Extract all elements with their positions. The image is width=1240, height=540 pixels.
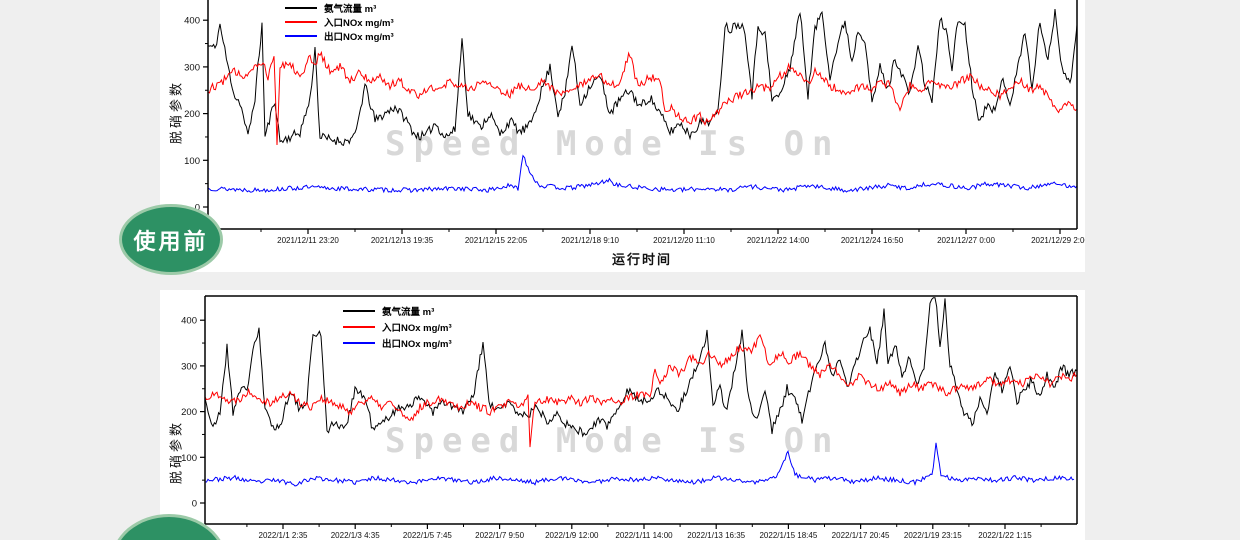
outlet-nox-line [207,154,1078,194]
x-tick-label: 2021/12/13 19:35 [371,236,434,245]
legend-label: 出口NOx mg/m³ [324,32,394,43]
x-tick-label: 2021/12/18 9:10 [561,236,619,245]
legend-label: 氨气流量 m³ [324,4,377,15]
x-tick-label: 2022/1/3 4:35 [331,531,380,540]
x-tick-label: 2022/1/22 1:15 [978,531,1032,540]
legend-item: 氨气流量 m³ [343,303,452,319]
line-chart-before-use: 01002003004002021/12/11 23:202021/12/13 … [184,0,1085,245]
chart-panel-before-use: Speed Mode Is On 脱硝参数 运行时间 0100200300400… [160,0,1085,272]
inlet-nox-line [204,333,1078,448]
y-tick-label: 300 [184,62,200,73]
y-tick-label: 400 [184,16,200,27]
legend-line-swatch [343,326,375,328]
legend-label: 入口NOx mg/m³ [382,323,452,334]
x-tick-label: 2022/1/1 2:35 [259,531,308,540]
x-tick-label: 2022/1/9 12:00 [545,531,599,540]
outlet-nox-line [205,442,1075,487]
y-tick-label: 200 [181,407,197,418]
legend-item: 氨气流量 m³ [285,1,394,15]
ammonia-flow-line [207,8,1078,146]
legend-line-swatch [285,35,317,37]
y-ticks: 0 100 200 300 400 [181,316,205,510]
x-tick-label: 2021/12/27 0:00 [937,236,995,245]
legend-item: 入口NOx mg/m³ [285,15,394,29]
legend-label: 氨气流量 m³ [382,307,435,318]
x-tick-label: 2021/12/20 11:10 [653,236,715,245]
x-tick-label: 2022/1/13 16:35 [687,531,745,540]
y-axis-label: 脱硝参数 [168,79,184,145]
x-tick-label: 2022/1/11 14:00 [615,531,673,540]
y-tick-label: 300 [181,361,197,372]
x-tick-label: 2021/12/22 14:00 [747,236,810,245]
x-tick-label: 2021/12/24 16:50 [841,236,904,245]
legend: 氨气流量 m³ 入口NOx mg/m³ 出口NOx mg/m³ [343,303,452,351]
x-tick-label: 2022/1/19 23:15 [904,531,962,540]
y-tick-label: 400 [181,316,197,327]
x-tick-label: 2022/1/15 18:45 [759,531,817,540]
legend-item: 出口NOx mg/m³ [285,29,394,43]
x-ticks: 2021/12/11 23:20 2021/12/13 19:35 2021/12/… [260,229,1085,245]
speed-mode-watermark: Speed Mode Is On [385,124,841,164]
inlet-nox-line [207,50,1078,146]
y-tick-label: 0 [192,499,197,510]
axis-frame [204,295,1078,525]
series-lines [207,8,1078,194]
x-tick-label: 2021/12/29 2:00 [1031,236,1085,245]
speed-mode-watermark: Speed Mode Is On [385,421,841,461]
legend-item: 出口NOx mg/m³ [343,335,452,351]
legend-line-swatch [285,7,317,9]
legend-line-swatch [343,310,375,312]
legend: 氨气流量 m³ 入口NOx mg/m³ 出口NOx mg/m³ [285,1,394,43]
x-ticks: 2022/1/1 2:35 2022/1/3 4:35 2022/1/5 7:45 2… [246,524,1042,540]
legend-label: 出口NOx mg/m³ [382,339,452,350]
before-use-badge: 使用前 [119,204,223,275]
chart-panel-after-use: Speed Mode Is On 脱硝参数 0 100 200 300 400 2022/… [160,290,1085,540]
y-tick-label: 100 [181,453,197,464]
x-tick-label: 2022/1/7 9:50 [475,531,524,540]
series-lines [204,297,1078,487]
x-tick-label: 2022/1/17 20:45 [832,531,890,540]
legend-item: 入口NOx mg/m³ [343,319,452,335]
ammonia-flow-line [204,297,1078,438]
axis-frame [207,0,1078,230]
x-tick-label: 2022/1/5 7:45 [403,531,452,540]
y-tick-label: 100 [184,156,200,167]
x-tick-label: 2021/12/11 23:20 [277,236,339,245]
legend-line-swatch [343,342,375,344]
legend-label: 入口NOx mg/m³ [324,18,394,29]
y-axis-label: 脱硝参数 [168,419,184,485]
x-axis-label: 运行时间 [611,252,673,267]
legend-line-swatch [285,21,317,23]
y-tick-label: 200 [184,109,200,120]
x-tick-label: 2021/12/15 22:05 [465,236,528,245]
